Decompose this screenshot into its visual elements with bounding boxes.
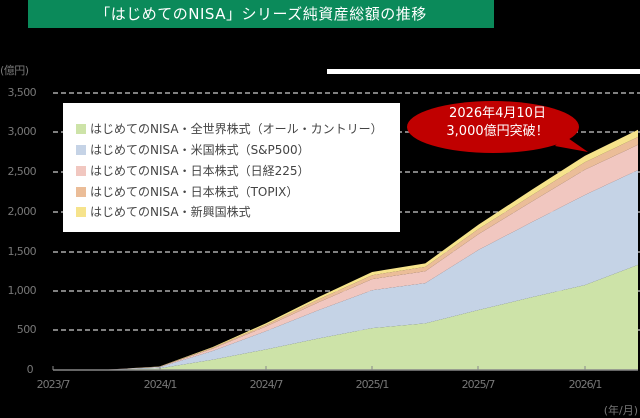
x-axis-unit: (年/月)	[603, 404, 638, 417]
y-tick-label: 3,500	[7, 86, 37, 99]
x-tick-label: 2023/7	[36, 378, 71, 391]
legend-item: はじめてのNISA・日本株式（日経225）	[76, 162, 309, 179]
y-tick-label: 2,500	[7, 165, 37, 178]
y-axis-unit: (億円)	[0, 64, 29, 77]
legend-swatch-icon	[76, 206, 86, 217]
x-tick-label: 2024/7	[249, 378, 284, 391]
legend-swatch-icon	[76, 144, 86, 155]
y-tick-label: 500	[16, 323, 37, 336]
callout-date: 2026年4月10日	[449, 106, 546, 121]
callout-text: 2026年4月10日 3,000億円突破！	[405, 105, 590, 141]
decorative-rule	[327, 69, 640, 74]
x-tick-label: 2025/1	[355, 378, 390, 391]
legend-swatch-icon	[76, 186, 86, 197]
legend-item: はじめてのNISA・新興国株式	[76, 203, 251, 220]
chart-title: 「はじめてのNISA」シリーズ純資産総額の推移	[28, 0, 494, 28]
legend-item: はじめてのNISA・日本株式（TOPIX）	[76, 183, 298, 200]
area-series-0	[53, 264, 638, 370]
legend: はじめてのNISA・全世界株式（オール・カントリー） はじめてのNISA・米国株…	[63, 103, 400, 232]
legend-item: はじめてのNISA・米国株式（S&P500）	[76, 141, 310, 158]
area-series-1	[53, 170, 638, 370]
x-tick-label: 2025/7	[461, 378, 496, 391]
legend-item: はじめてのNISA・全世界株式（オール・カントリー）	[76, 120, 383, 137]
callout-milestone: 3,000億円突破！	[446, 124, 549, 139]
legend-swatch-icon	[76, 123, 86, 134]
y-tick-label: 1,000	[7, 284, 37, 297]
x-tick-label: 2026/1	[568, 378, 603, 391]
legend-swatch-icon	[76, 165, 86, 176]
y-tick-label: 1,500	[7, 245, 37, 258]
stacked-areas	[53, 129, 638, 370]
y-tick-label: 0	[26, 363, 34, 376]
y-tick-label: 3,000	[7, 125, 37, 138]
callout-bubble-icon	[407, 101, 588, 153]
x-tick-label: 2024/1	[143, 378, 178, 391]
y-tick-label: 2,000	[7, 205, 37, 218]
